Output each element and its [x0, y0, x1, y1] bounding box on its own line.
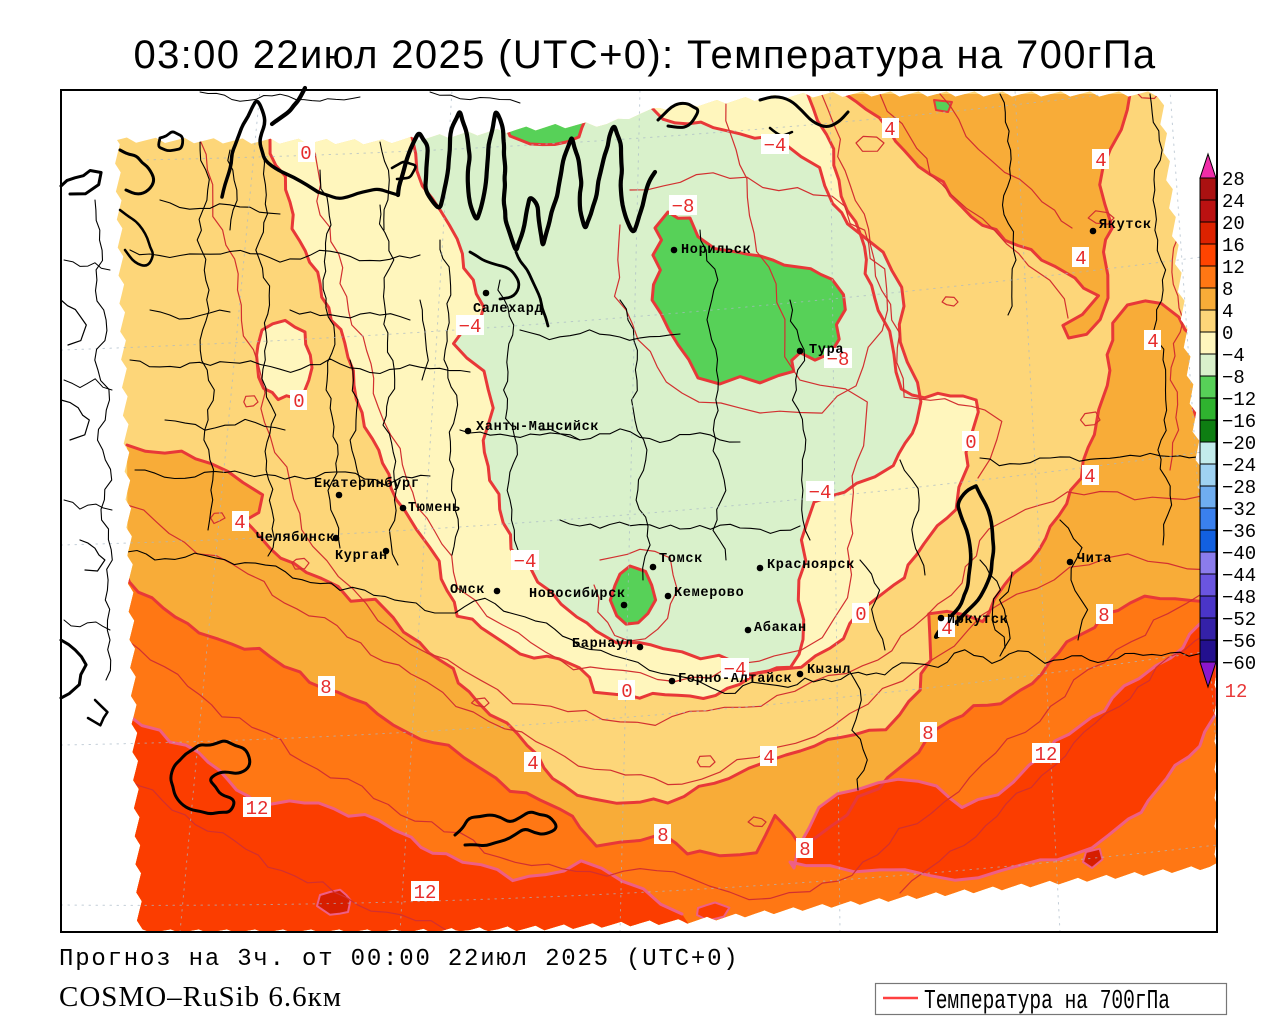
- svg-text:Салехард: Салехард: [473, 302, 543, 317]
- svg-text:0: 0: [300, 143, 311, 165]
- svg-text:8: 8: [320, 677, 331, 699]
- svg-text:4: 4: [941, 618, 952, 640]
- svg-text:Омск: Омск: [450, 583, 485, 598]
- svg-text:Чита: Чита: [1077, 552, 1112, 567]
- svg-text:16: 16: [1222, 235, 1245, 257]
- svg-text:8: 8: [922, 723, 933, 745]
- svg-text:Абакан: Абакан: [754, 620, 807, 636]
- svg-text:8: 8: [799, 839, 810, 861]
- svg-text:4: 4: [1222, 301, 1233, 323]
- svg-text:4: 4: [1147, 331, 1158, 353]
- svg-text:Тюмень: Тюмень: [408, 501, 461, 516]
- svg-text:−4: −4: [809, 482, 832, 504]
- svg-text:−4: −4: [764, 135, 787, 157]
- svg-text:−44: −44: [1222, 565, 1256, 587]
- svg-text:12: 12: [1225, 681, 1248, 703]
- svg-text:−48: −48: [1222, 587, 1256, 609]
- svg-text:Прогноз на 3ч. от 00:00 22июл: Прогноз на 3ч. от 00:00 22июл 2025 (UTC+…: [59, 946, 740, 973]
- svg-text:4: 4: [1084, 466, 1095, 488]
- svg-text:−52: −52: [1222, 609, 1256, 631]
- svg-text:4: 4: [527, 753, 538, 775]
- svg-text:0: 0: [1222, 323, 1233, 345]
- svg-text:8: 8: [1098, 605, 1109, 627]
- svg-text:−24: −24: [1222, 455, 1256, 477]
- svg-text:Екатеринбург: Екатеринбург: [314, 476, 420, 492]
- svg-text:−28: −28: [1222, 477, 1256, 499]
- svg-text:−56: −56: [1222, 631, 1256, 653]
- svg-text:Ханты-Мансийск: Ханты-Мансийск: [476, 420, 599, 435]
- svg-text:03:00 22июл 2025 (UTC+0): Темп: 03:00 22июл 2025 (UTC+0): Температура на…: [133, 33, 1156, 77]
- svg-text:−12: −12: [1222, 389, 1256, 411]
- svg-text:12: 12: [414, 882, 437, 904]
- svg-text:−8: −8: [1222, 367, 1245, 389]
- svg-text:Иркутск: Иркутск: [947, 613, 1009, 628]
- svg-text:4: 4: [1075, 248, 1086, 270]
- svg-text:4: 4: [884, 119, 895, 141]
- svg-text:0: 0: [621, 681, 632, 703]
- svg-text:−16: −16: [1222, 411, 1256, 433]
- svg-text:Тура: Тура: [809, 343, 844, 358]
- svg-text:Новосибирск: Новосибирск: [529, 586, 626, 602]
- svg-text:Красноярск: Красноярск: [767, 558, 855, 573]
- svg-text:−8: −8: [827, 349, 850, 371]
- svg-text:−36: −36: [1222, 521, 1256, 543]
- svg-text:12: 12: [1035, 744, 1058, 766]
- svg-text:Норильск: Норильск: [681, 243, 751, 258]
- svg-text:Кызыл: Кызыл: [807, 663, 851, 678]
- svg-text:4: 4: [1095, 150, 1106, 172]
- svg-text:−4: −4: [514, 551, 537, 573]
- svg-text:−20: −20: [1222, 433, 1256, 455]
- svg-text:12: 12: [246, 798, 269, 820]
- svg-text:12: 12: [1222, 257, 1245, 279]
- svg-text:0: 0: [965, 432, 976, 454]
- svg-text:−8: −8: [672, 196, 695, 218]
- svg-text:Температура на 700гПа: Температура на 700гПа: [924, 987, 1170, 1017]
- svg-text:Горно-Алтайск: Горно-Алтайск: [678, 672, 792, 687]
- svg-text:−4: −4: [459, 316, 482, 338]
- svg-text:0: 0: [293, 391, 304, 413]
- svg-text:20: 20: [1222, 213, 1245, 235]
- svg-text:COSMO–RuSib 6.6км: COSMO–RuSib 6.6км: [59, 981, 342, 1013]
- svg-text:Якутск: Якутск: [1099, 218, 1152, 233]
- svg-text:Курган: Курган: [335, 549, 388, 564]
- svg-text:4: 4: [234, 512, 245, 534]
- svg-text:Томск: Томск: [659, 552, 703, 567]
- svg-text:Кемерово: Кемерово: [674, 586, 744, 601]
- svg-text:Барнаул: Барнаул: [572, 637, 634, 652]
- svg-text:24: 24: [1222, 191, 1245, 213]
- svg-text:Челябинск: Челябинск: [256, 530, 335, 546]
- svg-text:−4: −4: [1222, 345, 1245, 367]
- svg-text:0: 0: [855, 604, 866, 626]
- svg-text:−4: −4: [724, 659, 747, 681]
- svg-text:−32: −32: [1222, 499, 1256, 521]
- svg-text:−40: −40: [1222, 543, 1256, 565]
- svg-text:28: 28: [1222, 169, 1245, 191]
- svg-text:8: 8: [1222, 279, 1233, 301]
- svg-text:4: 4: [763, 747, 774, 769]
- svg-text:8: 8: [657, 825, 668, 847]
- svg-text:−60: −60: [1222, 653, 1256, 675]
